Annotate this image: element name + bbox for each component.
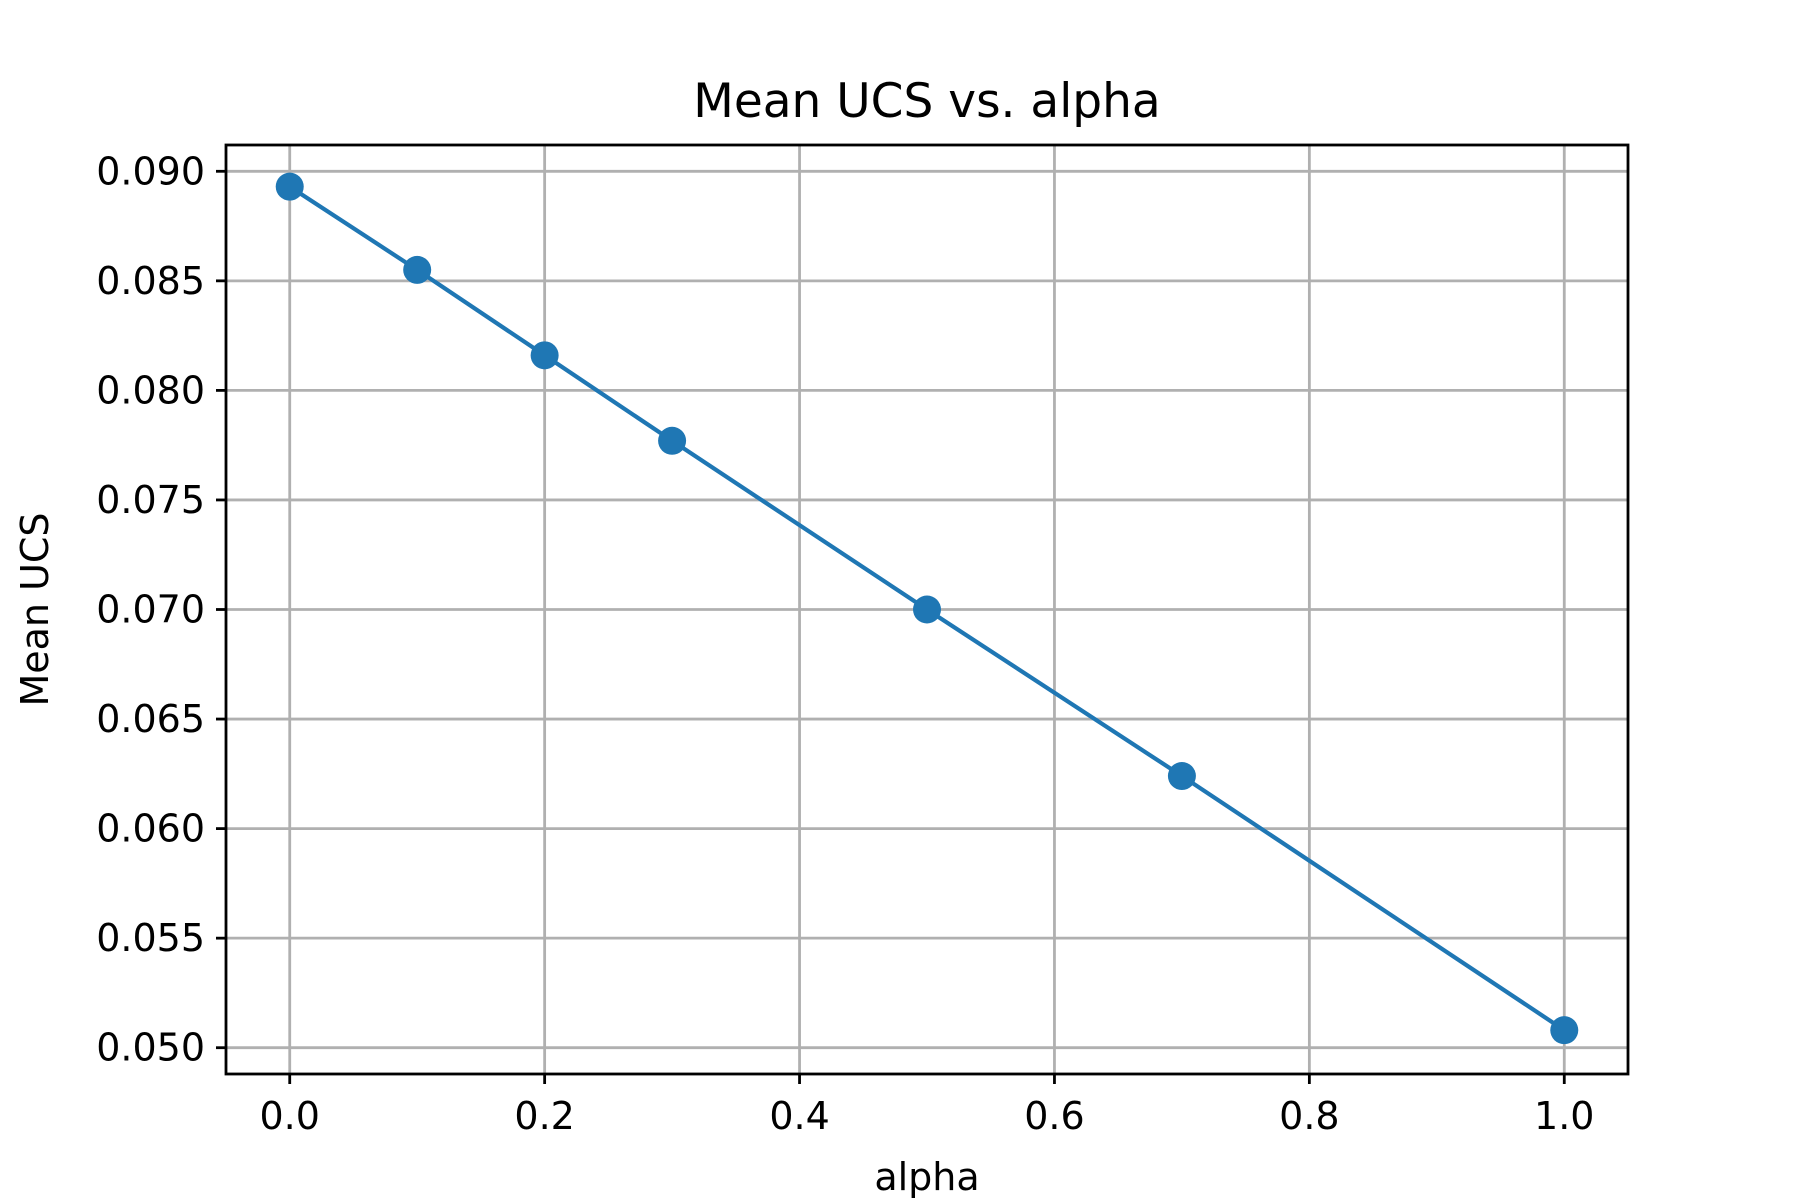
y-tick-label: 0.075 xyxy=(96,478,205,522)
x-tick-label: 0.0 xyxy=(260,1094,320,1138)
x-tick-label: 0.2 xyxy=(514,1094,574,1138)
series-layer xyxy=(275,172,1579,1045)
y-tick-label: 0.080 xyxy=(96,368,205,412)
y-tick-label: 0.090 xyxy=(96,149,205,193)
x-tick-label: 0.4 xyxy=(769,1094,829,1138)
data-point xyxy=(658,426,687,455)
y-tick-label: 0.085 xyxy=(96,259,205,303)
x-tick-label: 0.6 xyxy=(1024,1094,1084,1138)
data-point xyxy=(530,341,559,370)
y-tick-label: 0.050 xyxy=(96,1026,205,1070)
y-tick-label: 0.070 xyxy=(96,588,205,632)
data-point xyxy=(1550,1016,1579,1045)
x-tick-label: 0.8 xyxy=(1279,1094,1339,1138)
y-axis-label: Mean UCS xyxy=(13,512,57,706)
y-tick-label: 0.055 xyxy=(96,916,205,960)
data-point xyxy=(403,255,432,284)
grid xyxy=(226,145,1628,1074)
data-point xyxy=(913,595,941,624)
x-axis-label: alpha xyxy=(874,1155,979,1199)
ticks: 0.0 0.2 0.4 0.6 0.8 1.0 0.050 0.055 0.060 0.065 0.… xyxy=(96,149,1594,1138)
x-tick-label: 1.0 xyxy=(1534,1094,1594,1138)
chart-title: Mean UCS vs. alpha xyxy=(693,74,1160,129)
data-point xyxy=(1167,762,1196,791)
data-point xyxy=(275,172,304,201)
y-tick-label: 0.060 xyxy=(96,807,205,851)
y-tick-label: 0.065 xyxy=(96,697,205,741)
